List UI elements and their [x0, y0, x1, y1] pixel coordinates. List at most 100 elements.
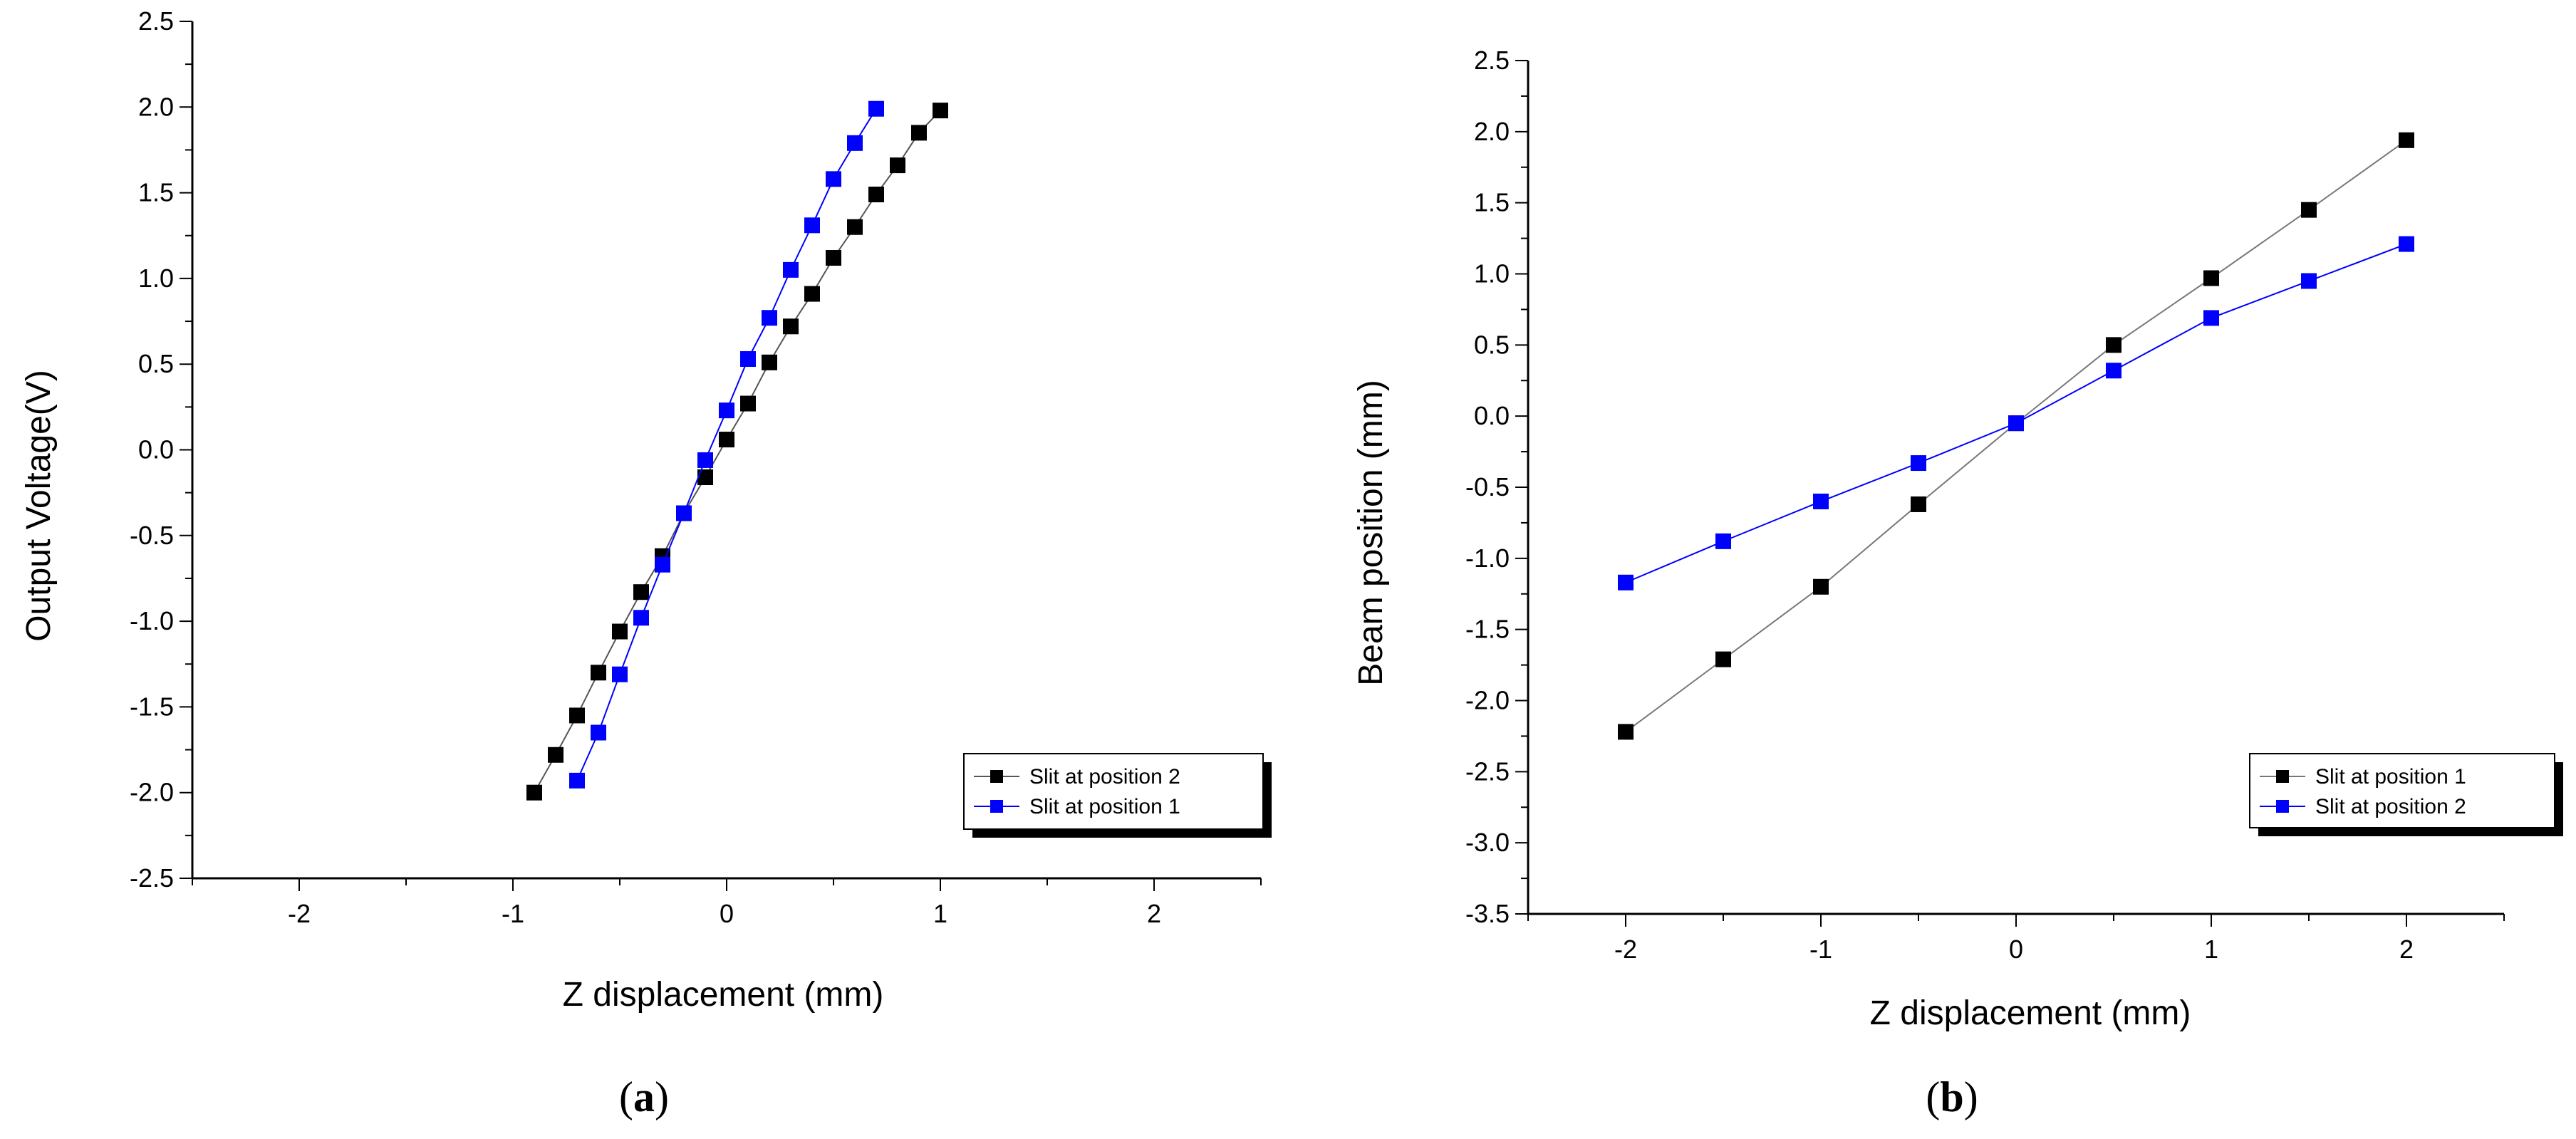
caption-a: (a): [619, 1073, 669, 1120]
data-point: [783, 318, 799, 335]
legend-marker: [990, 770, 1003, 783]
y-tick-label: 2.0: [138, 92, 174, 121]
y-tick-label: -2.0: [130, 778, 174, 807]
chart-a-ylabel: Output Voltage(V): [20, 370, 58, 642]
chart-a-series: [526, 100, 948, 801]
data-point: [2399, 132, 2414, 148]
chart-b-xlabel: Z displacement (mm): [1870, 994, 2191, 1032]
data-point: [1618, 574, 1634, 591]
y-tick-label: 2.5: [1474, 46, 1510, 75]
data-point: [548, 747, 564, 763]
data-point: [783, 261, 799, 278]
y-tick-label: -0.5: [1465, 472, 1510, 501]
y-tick-label: -2.5: [130, 863, 174, 893]
chart-b-axes: -2 -1 0 1 2 -3.5 -3.0 -2.5 -2.0 -1.5 -1.0 -0.5 0.0 0.…: [1465, 46, 2505, 964]
y-tick-label: -1.0: [1465, 544, 1510, 573]
data-point: [1813, 493, 1829, 509]
y-tick-label: 1.5: [138, 178, 174, 207]
data-point: [847, 135, 863, 151]
x-tick-label: 1: [933, 899, 947, 928]
y-tick-label: -3.0: [1465, 828, 1510, 857]
data-point: [719, 402, 734, 419]
data-point: [1911, 455, 1926, 472]
y-tick-label: 0.0: [1474, 401, 1510, 430]
data-point: [804, 217, 820, 234]
y-tick-label: 0.0: [138, 435, 174, 464]
x-tick-label: -1: [502, 899, 524, 928]
data-point: [1911, 496, 1926, 512]
data-point: [762, 310, 777, 326]
data-point: [676, 505, 692, 521]
data-point: [1715, 651, 1731, 667]
data-point: [719, 432, 734, 448]
data-point: [526, 784, 542, 801]
legend-label: Slit at position 1: [2315, 765, 2466, 789]
chart-b-legend: Slit at position 1 Slit at position 2: [2249, 753, 2563, 836]
chart-b: -2 -1 0 1 2 -3.5 -3.0 -2.5 -2.0 -1.5 -1.0 -0.5 0.0 0.…: [1352, 46, 2563, 1032]
data-point: [569, 707, 585, 724]
y-tick-label: 2.0: [1474, 117, 1510, 146]
data-point: [591, 665, 606, 681]
x-tick-label: -2: [288, 899, 311, 928]
data-point: [697, 469, 713, 485]
data-point: [911, 125, 927, 141]
data-point: [1813, 578, 1829, 595]
x-tick-label: 0: [720, 899, 734, 928]
y-tick-label: -3.5: [1465, 899, 1510, 928]
data-point: [2203, 310, 2219, 326]
y-tick-label: -2.0: [1465, 686, 1510, 715]
x-tick-label: -2: [1614, 935, 1637, 964]
data-point: [2106, 363, 2121, 379]
y-tick-label: -2.5: [1465, 756, 1510, 786]
data-point: [2301, 273, 2317, 289]
x-tick-label: 2: [1147, 899, 1161, 928]
caption-b: (b): [1926, 1073, 1978, 1120]
data-point: [826, 250, 841, 266]
data-point: [2008, 415, 2024, 432]
data-point: [633, 584, 649, 600]
y-tick-label: 1.5: [1474, 188, 1510, 217]
data-point: [740, 395, 756, 412]
data-point: [612, 666, 628, 682]
x-tick-label: 2: [2399, 935, 2414, 964]
chart-a-axes: -2 -1 0 1 2 -2.5 -2.0 -1.5 -1.0 -0.5 0.0 0.5 1.0 1.5 2…: [130, 6, 1262, 928]
data-point: [826, 171, 841, 187]
data-point: [868, 100, 884, 117]
legend-marker: [2276, 800, 2289, 813]
y-tick-label: -1.5: [1465, 615, 1510, 644]
data-point: [2301, 202, 2317, 218]
data-point: [697, 452, 713, 468]
data-point: [740, 350, 756, 367]
y-tick-label: 0.5: [1474, 330, 1510, 359]
data-point: [804, 286, 820, 302]
data-point: [1715, 533, 1731, 549]
x-tick-label: 0: [2009, 935, 2023, 964]
legend-marker: [990, 800, 1003, 813]
data-point: [1618, 724, 1634, 740]
data-point: [868, 187, 884, 203]
y-tick-label: -1.0: [130, 606, 174, 635]
data-point: [890, 157, 905, 174]
legend-label: Slit at position 2: [1029, 765, 1180, 789]
y-tick-label: 0.5: [138, 349, 174, 378]
data-point: [2106, 337, 2121, 353]
y-tick-label: -1.5: [130, 692, 174, 721]
data-point: [569, 772, 585, 789]
chart-a-legend: Slit at position 2 Slit at position 1: [963, 753, 1272, 838]
chart-a-xlabel: Z displacement (mm): [563, 976, 884, 1014]
data-point: [591, 724, 606, 741]
y-tick-label: 2.5: [138, 6, 174, 36]
y-tick-label: 1.0: [138, 264, 174, 293]
data-point: [655, 556, 670, 573]
y-tick-label: -0.5: [130, 521, 174, 550]
data-point: [847, 219, 863, 235]
legend-label: Slit at position 1: [1029, 795, 1180, 818]
legend-box: [963, 753, 1264, 830]
data-point: [633, 610, 649, 626]
data-point: [612, 623, 628, 640]
data-point: [2203, 270, 2219, 286]
data-point: [762, 354, 777, 370]
chart-a: -2 -1 0 1 2 -2.5 -2.0 -1.5 -1.0 -0.5 0.0 0.5 1.0 1.5 2…: [20, 6, 1272, 1014]
data-point: [2399, 236, 2414, 252]
